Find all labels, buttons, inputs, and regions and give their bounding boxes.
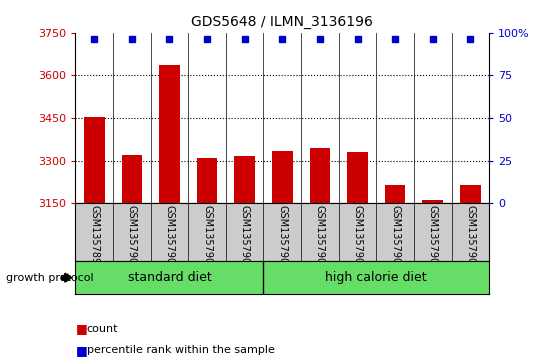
Bar (234, 156, 255, 203)
Text: percentile rank within the sample: percentile rank within the sample (87, 345, 274, 355)
Text: GSM1357905: GSM1357905 (315, 205, 325, 270)
Text: GSM1357909: GSM1357909 (465, 205, 475, 270)
Text: ■: ■ (75, 344, 87, 357)
Bar (272, 151, 293, 203)
Text: GSM1357908: GSM1357908 (428, 205, 438, 270)
Bar (460, 185, 481, 203)
Title: GDS5648 / ILMN_3136196: GDS5648 / ILMN_3136196 (191, 15, 373, 29)
Text: GSM1357900: GSM1357900 (127, 205, 137, 270)
Bar (159, 65, 180, 203)
Bar (347, 152, 368, 203)
Text: high calorie diet: high calorie diet (325, 271, 427, 284)
Text: GSM1357903: GSM1357903 (240, 205, 250, 270)
Bar (423, 200, 443, 203)
Text: GSM1357899: GSM1357899 (89, 205, 100, 270)
Text: GSM1357907: GSM1357907 (390, 205, 400, 270)
Text: GSM1357906: GSM1357906 (353, 205, 362, 270)
Text: count: count (87, 323, 118, 334)
Bar (310, 148, 330, 203)
Bar (84, 117, 105, 203)
Text: GSM1357902: GSM1357902 (202, 205, 212, 270)
Text: GSM1357904: GSM1357904 (277, 205, 287, 270)
Text: growth protocol: growth protocol (6, 273, 93, 283)
Bar (121, 155, 142, 203)
Text: standard diet: standard diet (127, 271, 211, 284)
Bar (197, 158, 217, 203)
Text: GSM1357901: GSM1357901 (164, 205, 174, 270)
Text: ■: ■ (75, 322, 87, 335)
Bar (385, 185, 405, 203)
